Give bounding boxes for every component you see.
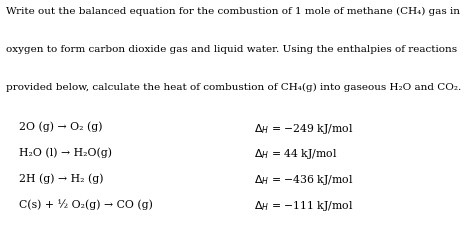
- Text: oxygen to form carbon dioxide gas and liquid water. Using the enthalpies of reac: oxygen to form carbon dioxide gas and li…: [6, 45, 457, 54]
- Text: $\Delta_{H}$ = −249 kJ/mol: $\Delta_{H}$ = −249 kJ/mol: [254, 122, 353, 135]
- Text: $\Delta_{H}$ = −436 kJ/mol: $\Delta_{H}$ = −436 kJ/mol: [254, 173, 353, 187]
- Text: C(s) + ½ O₂(g) → CO (g): C(s) + ½ O₂(g) → CO (g): [19, 199, 153, 210]
- Text: 2O (g) → O₂ (g): 2O (g) → O₂ (g): [19, 122, 102, 132]
- Text: $\Delta_{H}$ = −111 kJ/mol: $\Delta_{H}$ = −111 kJ/mol: [254, 199, 353, 213]
- Text: Write out the balanced equation for the combustion of 1 mole of methane (CH₄) ga: Write out the balanced equation for the …: [6, 7, 460, 16]
- Text: $\Delta_{H}$ = 44 kJ/mol: $\Delta_{H}$ = 44 kJ/mol: [254, 147, 337, 161]
- Text: H₂O (l) → H₂O(g): H₂O (l) → H₂O(g): [19, 147, 112, 158]
- Text: 2H (g) → H₂ (g): 2H (g) → H₂ (g): [19, 173, 103, 184]
- Text: provided below, calculate the heat of combustion of CH₄(g) into gaseous H₂O and : provided below, calculate the heat of co…: [6, 83, 461, 92]
